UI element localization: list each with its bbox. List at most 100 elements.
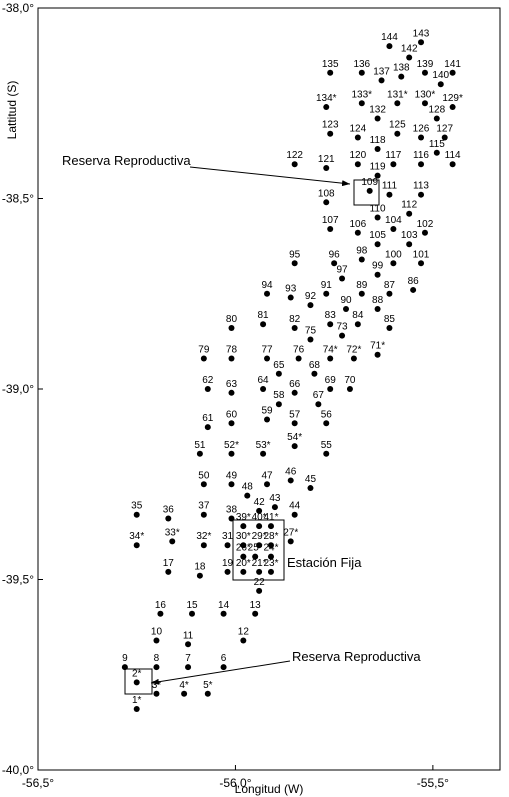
station-label: 132 [369, 104, 386, 115]
station-point [343, 305, 349, 312]
station-point [228, 420, 235, 427]
station-point [339, 332, 346, 339]
station-label: 88 [372, 295, 384, 306]
station-label: 21* [252, 558, 267, 569]
station-point [267, 568, 274, 575]
station-point [291, 260, 298, 267]
station-point [133, 679, 140, 686]
station-label: 98 [356, 245, 368, 256]
station-label: 40* [252, 512, 267, 523]
station-label: 131* [387, 89, 408, 100]
station-label: 135 [322, 59, 339, 70]
station-point [240, 637, 247, 644]
station-label: 141 [444, 59, 461, 70]
station-label: 42 [254, 497, 266, 508]
station-point [374, 305, 381, 312]
station-label: 20* [236, 558, 251, 569]
station-point [386, 43, 393, 50]
station-label: 3* [152, 680, 162, 691]
station-label: 138 [393, 63, 410, 74]
station-label: 127 [436, 124, 453, 135]
station-point [307, 302, 314, 309]
station-label: 55 [321, 440, 333, 451]
station-label: 6 [221, 653, 227, 664]
station-label: 73 [336, 322, 348, 333]
station-label: 86 [408, 276, 420, 287]
station-point [200, 355, 207, 362]
station-point [390, 225, 397, 232]
station-label: 17 [163, 558, 175, 569]
station-point [228, 325, 235, 332]
station-label: 123 [322, 120, 339, 131]
station-point [390, 161, 397, 168]
station-point [228, 481, 235, 488]
station-point [307, 485, 314, 492]
station-label: 142 [401, 44, 418, 55]
station-point [256, 523, 263, 530]
station-point [153, 664, 160, 671]
station-point [244, 492, 251, 499]
station-point [346, 386, 353, 392]
station-label: 94 [261, 280, 273, 291]
station-point [390, 260, 397, 267]
station-label: 143 [413, 28, 430, 39]
station-label: 41* [263, 512, 278, 523]
station-point [267, 553, 274, 560]
station-label: 92 [305, 291, 317, 302]
station-label: 90 [340, 295, 352, 306]
station-label: 136 [353, 59, 370, 70]
station-label: 2* [132, 668, 142, 679]
station-label: 14 [218, 600, 230, 611]
station-point [358, 256, 365, 263]
station-point [323, 290, 330, 297]
station-label: 35 [131, 501, 143, 512]
station-point [260, 450, 267, 457]
station-label: 49 [226, 470, 238, 481]
station-point [398, 73, 405, 80]
y-axis-label: Lattitud (S) [5, 81, 19, 140]
station-point [323, 165, 330, 172]
station-point [315, 401, 322, 408]
station-label: 106 [350, 219, 367, 230]
station-label: 27* [283, 527, 298, 538]
station-point [433, 115, 440, 122]
station-label: 10 [151, 626, 163, 637]
y-tick-label: -38,5° [2, 192, 34, 206]
station-label: 57 [289, 409, 301, 420]
station-label: 45 [305, 474, 317, 485]
station-label: 100 [385, 249, 402, 260]
station-label: 109 [361, 177, 378, 188]
station-label: 75 [305, 325, 317, 336]
station-point [323, 199, 330, 206]
station-point [374, 271, 381, 278]
annotation: Reserva Reproductiva [292, 649, 421, 664]
station-label: 114 [445, 150, 461, 161]
station-point [418, 134, 425, 141]
station-label: 50 [198, 470, 210, 481]
station-label: 95 [289, 249, 301, 260]
station-label: 111 [382, 181, 398, 192]
station-label: 4* [179, 680, 189, 691]
station-point [224, 542, 231, 549]
station-point [267, 542, 274, 549]
station-label: 119 [370, 162, 386, 173]
station-label: 104 [385, 215, 402, 226]
station-label: 28* [263, 531, 278, 542]
station-point [291, 389, 298, 396]
station-point [418, 39, 425, 46]
station-point [358, 290, 365, 297]
x-tick-label: -56,0° [219, 776, 251, 790]
station-point [240, 553, 247, 560]
station-label: 101 [413, 249, 430, 260]
arrow [189, 166, 351, 187]
plot-frame [37, 7, 501, 771]
station-label: 108 [318, 188, 335, 199]
station-point [406, 54, 413, 61]
station-point [291, 161, 298, 168]
station-label: 115 [429, 139, 445, 150]
station-label: 16 [155, 600, 167, 611]
station-point [287, 477, 294, 484]
station-label: 83 [325, 310, 337, 321]
station-point [275, 370, 282, 377]
station-point [181, 690, 188, 697]
